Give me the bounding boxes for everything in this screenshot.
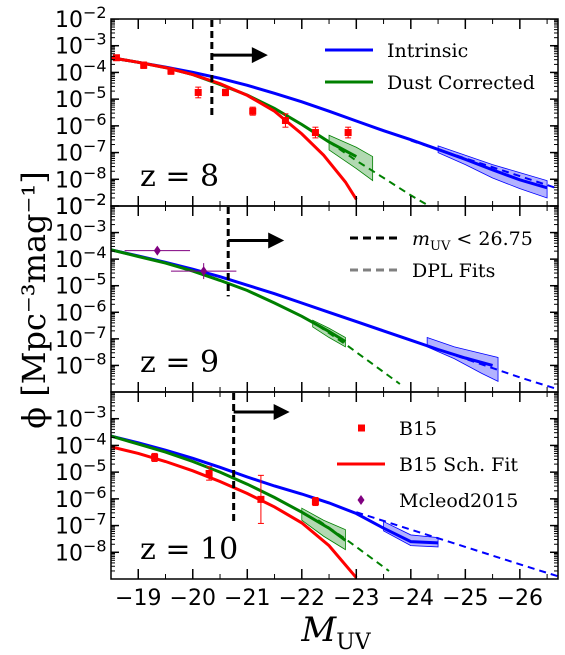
b15-data-point bbox=[112, 54, 120, 62]
y-tick-label: 10−4 bbox=[55, 429, 107, 459]
legend-label: DPL Fits bbox=[412, 260, 495, 282]
x-tick-label: −26 bbox=[497, 586, 543, 611]
y-tick-label: 10−6 bbox=[55, 110, 107, 140]
x-axis-title: MUV bbox=[300, 610, 371, 655]
legend-label: B15 Sch. Fit bbox=[399, 454, 518, 476]
panel-2-redshift-label: z = 9 bbox=[140, 345, 219, 380]
panel-3-plot bbox=[111, 392, 558, 579]
panel-3-redshift-label: z = 10 bbox=[140, 532, 238, 567]
direction-arrow-head bbox=[273, 404, 290, 421]
b15-data-point bbox=[311, 498, 319, 506]
y-tick-label: 10−4 bbox=[55, 56, 107, 86]
intrinsic-line bbox=[111, 434, 439, 545]
y-tick-label: 10−3 bbox=[55, 217, 107, 247]
dust-corrected-dpl-fit-line bbox=[328, 141, 432, 206]
panel-2-plot bbox=[111, 206, 558, 392]
x-tick-label: −25 bbox=[442, 586, 488, 611]
b15-data-point bbox=[167, 67, 175, 75]
y-tick-label: 10−5 bbox=[55, 83, 107, 113]
b15-data-point bbox=[205, 469, 213, 477]
legend-swatch bbox=[358, 424, 365, 432]
x-tick-label: −24 bbox=[388, 586, 434, 611]
y-tick-label: 10−5 bbox=[55, 456, 107, 486]
y-tick-label: 10−8 bbox=[55, 349, 107, 379]
intrinsic-dpl-fit-line bbox=[355, 511, 558, 578]
panel-1-redshift-label: z = 8 bbox=[140, 159, 219, 194]
mcleod-data-point bbox=[200, 266, 208, 277]
y-tick-label: 10−7 bbox=[55, 137, 107, 167]
legend-label: Intrinsic bbox=[387, 40, 468, 62]
x-tick-label: −21 bbox=[224, 586, 270, 611]
legend-label: Mcleod2015 bbox=[399, 490, 518, 512]
b15-data-point bbox=[281, 117, 289, 125]
b15-data-point bbox=[194, 88, 202, 96]
y-tick-label: 10−4 bbox=[55, 243, 107, 273]
y-axis-title: ϕ [Mpc⁻³mag⁻¹] bbox=[15, 171, 53, 428]
direction-arrow-head bbox=[268, 232, 285, 249]
b15-data-point bbox=[140, 61, 148, 69]
y-tick-label: 10−6 bbox=[55, 296, 107, 326]
b15-data-point bbox=[311, 129, 319, 137]
intrinsic-uncertainty-band bbox=[426, 336, 499, 383]
legend-label: B15 bbox=[399, 418, 437, 440]
dust-corrected-dpl-fit-line bbox=[317, 324, 401, 385]
legend-swatch bbox=[357, 495, 365, 505]
b15-data-point bbox=[151, 453, 159, 461]
x-tick-label: −23 bbox=[333, 586, 379, 611]
b15-data-point bbox=[221, 88, 229, 96]
y-tick-label: 10−8 bbox=[55, 536, 107, 566]
x-tick-label: −22 bbox=[279, 586, 325, 611]
y-tick-label: 10−6 bbox=[55, 483, 107, 513]
mcleod-data-point bbox=[153, 245, 161, 256]
intrinsic-line bbox=[111, 56, 548, 190]
x-tick-label: −19 bbox=[115, 586, 161, 611]
dust-corrected-line bbox=[111, 434, 347, 542]
panel-3-frame bbox=[110, 391, 559, 580]
y-tick-label: 10−2 bbox=[55, 190, 107, 220]
legend-label: Dust Corrected bbox=[387, 72, 535, 94]
y-tick-label: 10−2 bbox=[55, 3, 107, 33]
y-tick-label: 10−3 bbox=[55, 403, 107, 433]
b15-data-point bbox=[257, 495, 265, 503]
b15-data-point bbox=[249, 107, 257, 115]
dust-corrected-line bbox=[111, 248, 347, 343]
y-tick-label: 10−7 bbox=[55, 510, 107, 540]
y-tick-label: 10−5 bbox=[55, 270, 107, 300]
y-tick-label: 10−8 bbox=[55, 163, 107, 193]
intrinsic-uncertainty-band bbox=[437, 145, 548, 199]
b15-data-point bbox=[344, 129, 352, 137]
intrinsic-uncertainty-band bbox=[383, 520, 439, 548]
y-tick-label: 10−3 bbox=[55, 30, 107, 60]
y-tick-label: 10−7 bbox=[55, 323, 107, 353]
direction-arrow-head bbox=[251, 47, 268, 64]
y-tick-label: 10−2 bbox=[55, 190, 107, 220]
b15-schechter-fit-line bbox=[111, 56, 358, 201]
x-tick-label: −20 bbox=[170, 586, 216, 611]
legend-label: mUV < 26.75 bbox=[412, 228, 533, 254]
